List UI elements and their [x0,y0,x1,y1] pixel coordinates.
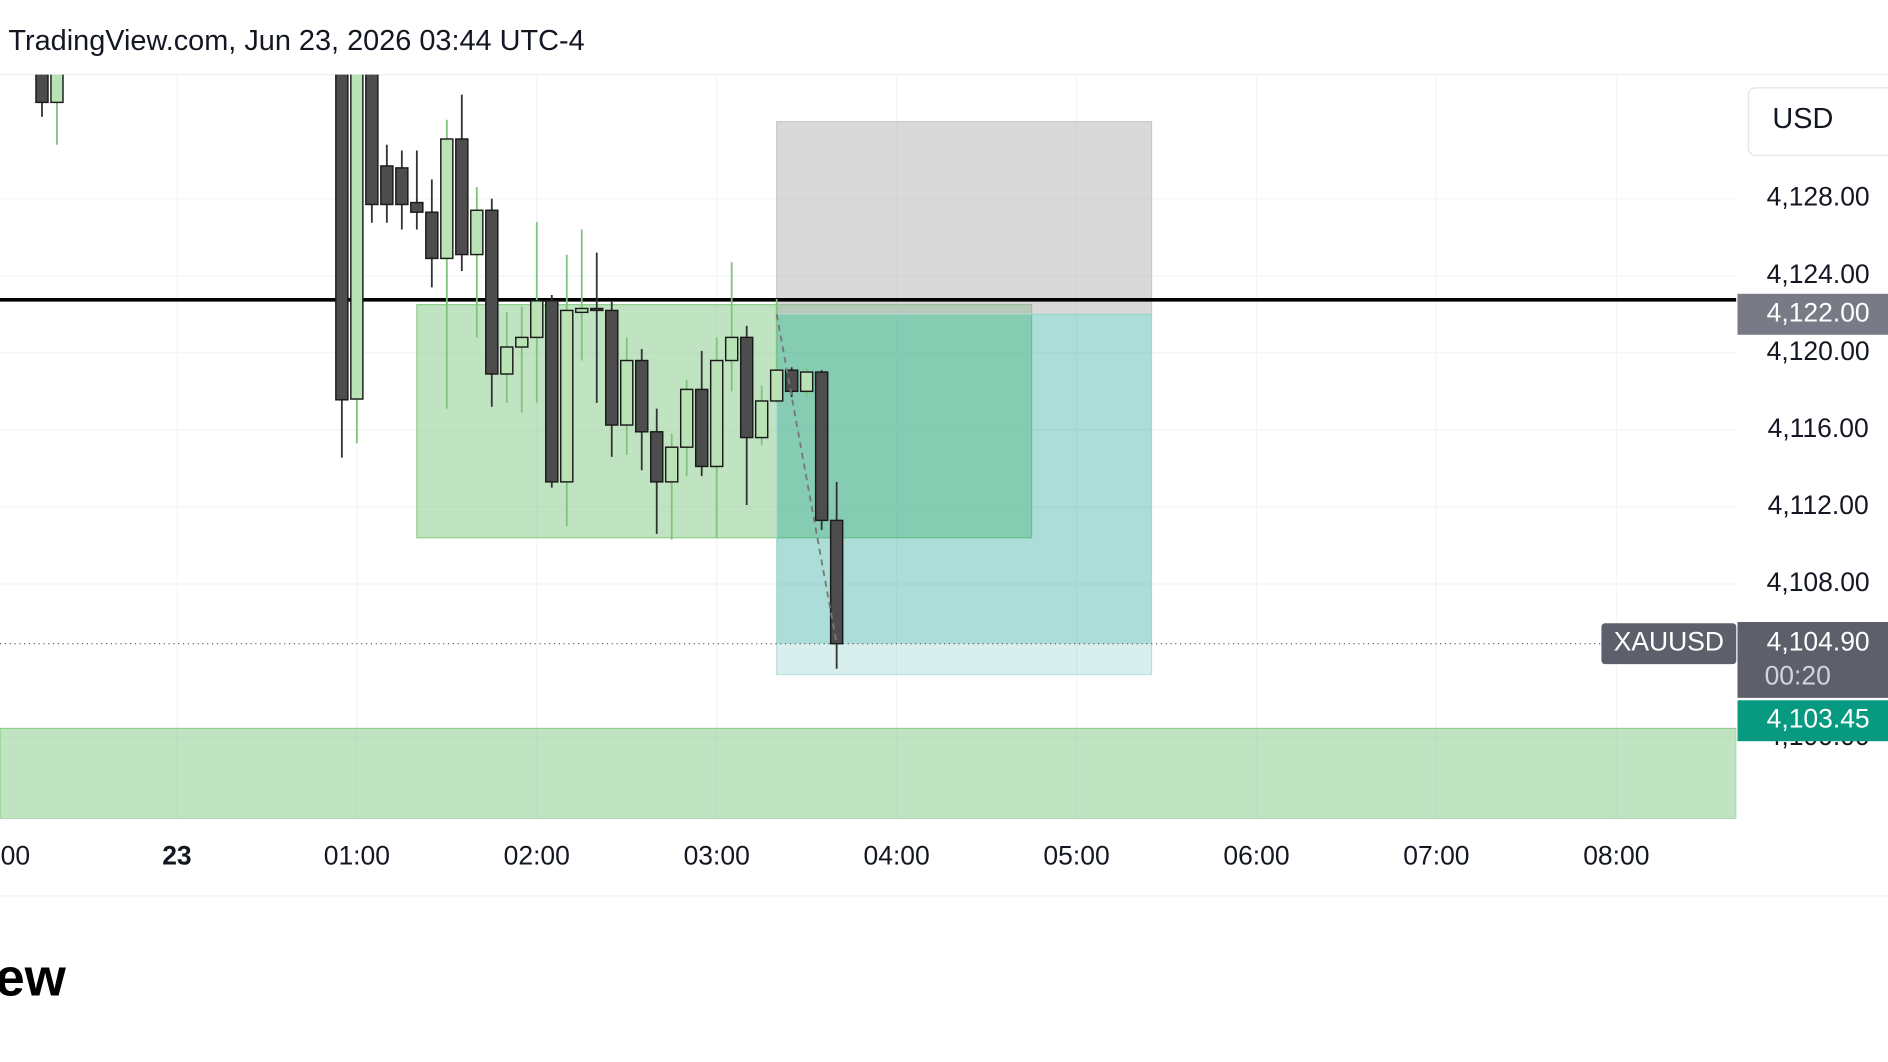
candle-body [814,371,829,522]
candle-body [799,371,814,393]
candle-body [754,400,769,439]
candle-body [530,300,544,339]
symbol-label: XAUUSD [1614,627,1724,657]
candle-body [35,74,49,104]
x-tick-label: 05:00 [1043,840,1109,870]
trade-path [775,314,838,644]
x-tick-label: 04:00 [864,840,930,870]
x-tick-label: 23:00 [0,840,30,870]
candle-body [500,346,514,375]
candle-body [425,211,439,260]
other-price-box [1737,700,1888,742]
candle-body [739,336,754,439]
plot-area [0,74,1737,819]
candle-body [709,359,724,468]
candle-body [350,74,364,400]
logo: ew [0,948,67,1007]
candle-body [50,74,64,104]
y-tick-label: 4,120.00 [1767,336,1870,366]
currency-button[interactable] [1747,87,1888,156]
candle-body [365,74,379,206]
countdown: 00:20 [1765,660,1831,690]
y-tick-label: 4,124.00 [1767,259,1870,289]
x-tick-label: 06:00 [1223,840,1289,870]
candle-body [515,336,529,348]
x-tick-label: 01:00 [324,840,390,870]
candle-body [619,359,634,426]
candle-body [560,309,574,483]
symbol-box [1601,623,1737,665]
candle-body [590,307,604,312]
y-tick-label: 4,116.00 [1768,413,1869,443]
candle-body [335,74,349,401]
candle-body [664,446,679,483]
candle-body [575,307,589,314]
x-tick-label: 07:00 [1403,840,1469,870]
x-tick-label: 08:00 [1583,840,1649,870]
entry-price-label: 4,122.00 [1767,297,1870,327]
entry-price-box [1737,293,1888,335]
candle-body [649,431,664,483]
candle-body [410,201,424,213]
candle-body [545,300,559,483]
candle-body [485,209,499,375]
stop-zone [776,121,1153,315]
axes: 4,100.004,108.004,112.004,116.004,120.00… [0,182,1888,870]
candle-body [470,209,484,256]
candle-body [679,388,694,448]
candle-body [784,369,799,393]
other-price-label: 4,103.45 [1767,704,1870,734]
x-tick-label: 23 [162,840,191,870]
last-price-label: 4,104.90 [1767,627,1870,657]
last-price-box [1737,622,1888,698]
candle-body [380,165,394,206]
candle-body [440,138,454,260]
candle-body [769,369,784,402]
x-tick-label: 02:00 [504,840,570,870]
candle-body [829,519,844,645]
candle-body [605,309,619,426]
x-tick-label: 03:00 [684,840,750,870]
zone [0,727,1737,819]
currency[interactable]: USD [1772,103,1833,135]
header-title: TradingView.com, Jun 23, 2026 03:44 UTC-… [8,25,584,57]
y-tick-label: 4,108.00 [1767,567,1870,597]
y-tick-label: 4,112.00 [1768,490,1869,520]
candle-body [395,167,409,206]
candle-body [455,138,469,256]
candle-body [724,336,739,362]
candle-body [634,359,649,433]
candle-body [694,388,709,468]
y-tick-label: 4,128.00 [1767,182,1870,212]
